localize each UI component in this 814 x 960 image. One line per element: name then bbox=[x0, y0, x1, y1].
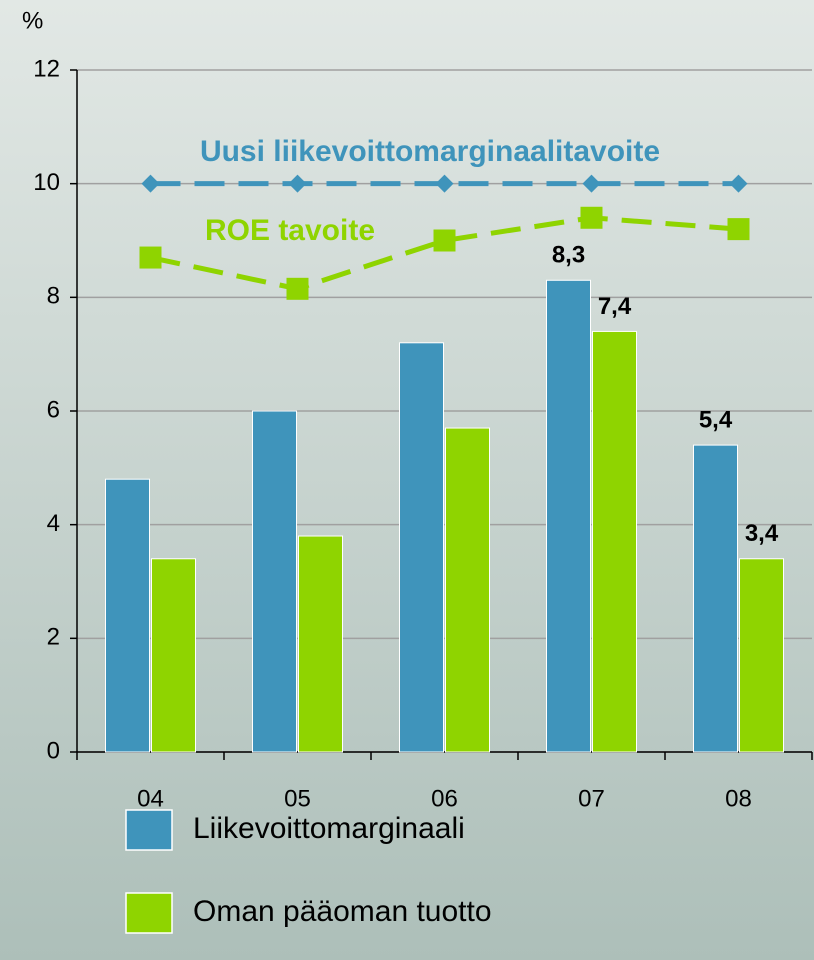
x-tick-label: 06 bbox=[431, 785, 458, 812]
legend-swatch bbox=[125, 892, 173, 934]
y-tick-label: 8 bbox=[47, 283, 60, 310]
bar bbox=[252, 410, 297, 753]
marker bbox=[286, 277, 309, 300]
data-label: 8,3 bbox=[552, 242, 585, 269]
marker bbox=[580, 206, 603, 229]
x-tick-label: 04 bbox=[137, 785, 164, 812]
bar bbox=[298, 535, 343, 753]
bar bbox=[693, 444, 738, 753]
marker bbox=[141, 174, 160, 193]
data-label: 5,4 bbox=[699, 406, 733, 433]
line bbox=[149, 215, 739, 292]
marker bbox=[139, 246, 162, 269]
x-tick-label: 07 bbox=[578, 785, 605, 812]
marker bbox=[727, 218, 750, 241]
marker bbox=[433, 229, 456, 252]
y-tick-label: 2 bbox=[47, 624, 60, 651]
bar bbox=[445, 427, 490, 753]
legend-label: Oman pääoman tuotto bbox=[193, 895, 492, 928]
bar bbox=[105, 478, 150, 753]
data-label: 3,4 bbox=[745, 520, 779, 547]
bar bbox=[739, 558, 784, 753]
bar bbox=[151, 558, 196, 753]
x-tick-label: 05 bbox=[284, 785, 311, 812]
marker bbox=[288, 174, 307, 193]
bar bbox=[592, 330, 637, 753]
legend-swatch bbox=[125, 809, 173, 851]
bar bbox=[399, 342, 444, 753]
marker bbox=[435, 174, 454, 193]
marker bbox=[582, 174, 601, 193]
line-label: ROE tavoite bbox=[205, 214, 375, 247]
y-tick-label: 4 bbox=[47, 510, 60, 537]
legend-label: Liikevoittomarginaali bbox=[193, 812, 465, 845]
y-tick-label: 10 bbox=[33, 169, 60, 196]
bar bbox=[546, 279, 591, 753]
y-tick-label: 0 bbox=[47, 737, 60, 764]
x-tick-label: 08 bbox=[725, 785, 752, 812]
marker bbox=[729, 174, 748, 193]
data-label: 7,4 bbox=[598, 293, 632, 320]
y-tick-label: 12 bbox=[33, 55, 60, 82]
y-axis-label: % bbox=[22, 7, 43, 34]
y-tick-label: 6 bbox=[47, 396, 60, 423]
line-label: Uusi liikevoittomarginaalitavoite bbox=[200, 135, 660, 168]
